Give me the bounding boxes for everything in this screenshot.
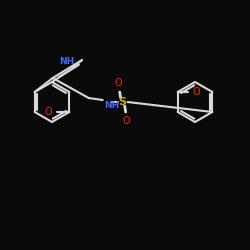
Text: O: O <box>45 107 52 117</box>
Text: NH: NH <box>60 57 74 66</box>
Text: O: O <box>115 78 122 88</box>
Text: NH: NH <box>104 101 119 110</box>
Text: S: S <box>119 97 127 107</box>
Text: O: O <box>193 87 200 97</box>
Text: O: O <box>123 116 130 126</box>
